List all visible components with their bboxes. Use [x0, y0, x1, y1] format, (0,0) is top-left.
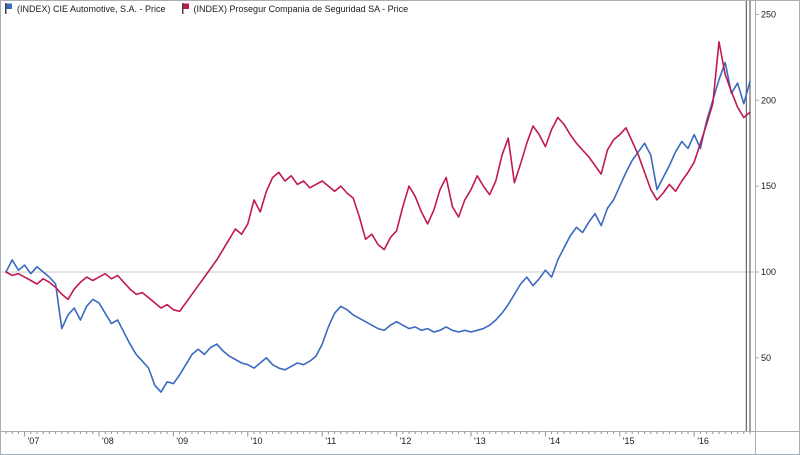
x-axis-label: '08	[102, 436, 114, 446]
y-axis-label: 150	[761, 181, 776, 191]
x-axis-label: '15	[623, 436, 635, 446]
x-axis-label: '14	[548, 436, 560, 446]
y-axis-label: 100	[761, 267, 776, 277]
x-axis-label: '16	[697, 436, 709, 446]
legend-label-prosegur: (INDEX) Prosegur Compania de Seguridad S…	[193, 3, 409, 14]
y-axis-label: 200	[761, 95, 776, 105]
y-axis-label: 50	[761, 353, 771, 363]
price-flag-icon-red	[181, 3, 189, 14]
legend-item-cie[interactable]: (INDEX) CIE Automotive, S.A. - Price	[5, 3, 166, 14]
x-axis-label: '11	[325, 436, 336, 446]
x-axis-label: '12	[400, 436, 412, 446]
legend-label-cie: (INDEX) CIE Automotive, S.A. - Price	[17, 3, 166, 14]
price-flag-icon-blue	[5, 3, 12, 14]
series-line-0	[5, 61, 751, 393]
x-axis-label: '09	[176, 436, 188, 446]
series-line-1	[5, 41, 751, 313]
chart-legend: (INDEX) CIE Automotive, S.A. - Price (IN…	[5, 3, 408, 14]
x-axis-label: '07	[28, 436, 40, 446]
x-axis-label: '13	[474, 436, 486, 446]
y-axis-label: 250	[761, 10, 776, 20]
legend-item-prosegur[interactable]: (INDEX) Prosegur Compania de Seguridad S…	[181, 3, 409, 14]
x-axis-label: '10	[251, 436, 263, 446]
